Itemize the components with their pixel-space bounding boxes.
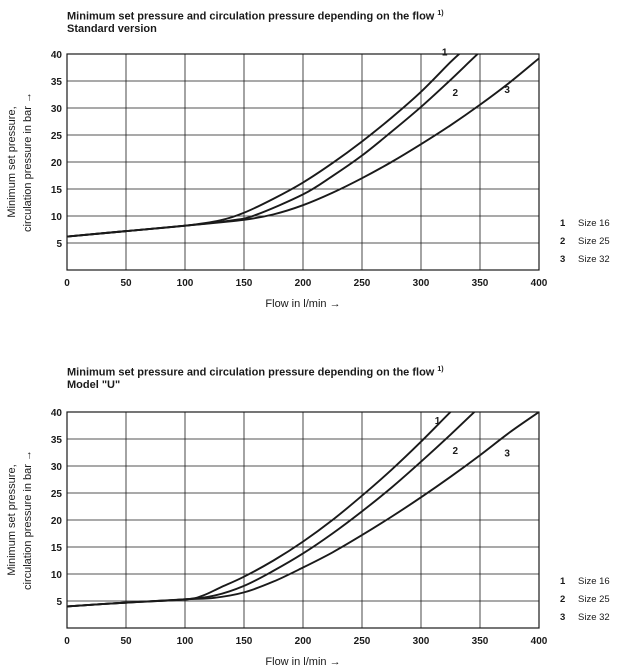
x-tick-label: 350 [472, 636, 489, 647]
y-tick-label: 35 [51, 435, 63, 446]
x-tick-label: 100 [177, 278, 194, 289]
x-tick-label: 150 [236, 278, 253, 289]
x-tick-label: 250 [354, 636, 371, 647]
curve-label: 3 [504, 449, 510, 460]
legend-number: 1 [560, 218, 566, 229]
chart-title-text: Minimum set pressure and circulation pre… [67, 10, 435, 23]
chart-panel-standard: Minimum set pressure and circulation pre… [0, 0, 628, 335]
y-tick-label: 35 [51, 77, 63, 88]
legend-item: 3 Size 32 [560, 609, 610, 627]
chart-title-text: Minimum set pressure and circulation pre… [67, 366, 435, 379]
y-tick-label: 20 [51, 158, 63, 169]
plot-frame [66, 53, 540, 271]
y-tick-label: 5 [56, 239, 62, 250]
legend-label: Size 32 [578, 254, 610, 265]
x-tick-label: 400 [531, 636, 548, 647]
x-tick-label: 200 [295, 636, 312, 647]
legend-item: 3 Size 32 [560, 251, 610, 269]
series-line-3 [67, 57, 539, 238]
chart-title: Minimum set pressure and circulation pre… [67, 6, 444, 25]
curve-label: 1 [442, 47, 448, 58]
legend-label: Size 16 [578, 576, 610, 587]
x-tick-label: 150 [236, 636, 253, 647]
series-line-2 [67, 412, 476, 608]
y-tick-label: 25 [51, 131, 63, 142]
x-tick-label: 400 [531, 278, 548, 289]
chart-subtitle: Model "U" [67, 379, 121, 391]
legend-item: 1 Size 16 [560, 215, 610, 233]
x-tick-label: 200 [295, 278, 312, 289]
legend-number: 3 [560, 612, 566, 623]
x-tick-label: 50 [120, 636, 132, 647]
y-tick-label: 40 [51, 50, 63, 61]
legend-label: Size 32 [578, 612, 610, 623]
legend-standard: 1 Size 16 2 Size 25 3 Size 32 [560, 215, 610, 269]
y-axis-label-line1: Minimum set pressure, [6, 464, 18, 575]
legend-item: 2 Size 25 [560, 591, 610, 609]
chart-panel-model-u: Minimum set pressure and circulation pre… [0, 356, 628, 671]
chart-title-footnote: 1) [437, 366, 444, 373]
legend-item: 1 Size 16 [560, 573, 610, 591]
x-tick-label: 0 [64, 278, 70, 289]
legend-number: 2 [560, 594, 566, 605]
x-axis-label: Flow in l/min → [265, 656, 340, 668]
chart-svg-standard: 0 50 100 150 200 250 300 350 400 5 10 15 20 25 30 35 40 F… [6, 47, 548, 310]
y-tick-label: 30 [51, 104, 63, 115]
y-axis-label-line2: circulation pressure in bar → [22, 450, 34, 590]
y-tick-label: 30 [51, 462, 63, 473]
y-axis-label-line1: Minimum set pressure, [6, 106, 18, 217]
y-tick-label: 5 [56, 597, 62, 608]
y-axis-label-line2: circulation pressure in bar → [22, 92, 34, 232]
legend-number: 2 [560, 236, 566, 247]
series-line-3 [67, 412, 539, 608]
y-tick-label: 10 [51, 570, 63, 581]
curve-label: 3 [504, 85, 510, 96]
curve-label: 2 [452, 88, 458, 99]
y-tick-label: 15 [51, 543, 63, 554]
y-tick-label: 15 [51, 185, 63, 196]
x-tick-label: 0 [64, 636, 70, 647]
x-axis-label: Flow in l/min → [265, 298, 340, 310]
legend-label: Size 25 [578, 594, 610, 605]
x-tick-label: 300 [413, 278, 430, 289]
legend-model-u: 1 Size 16 2 Size 25 3 Size 32 [560, 573, 610, 627]
legend-number: 1 [560, 576, 566, 587]
x-tick-label: 300 [413, 636, 430, 647]
x-tick-label: 100 [177, 636, 194, 647]
y-tick-label: 25 [51, 489, 63, 500]
chart-svg-model-u: 0 50 100 150 200 250 300 350 400 5 10 15 20 25 30 35 40 F… [6, 408, 548, 668]
chart-title-footnote: 1) [437, 10, 444, 17]
x-tick-label: 350 [472, 278, 489, 289]
legend-number: 3 [560, 254, 566, 265]
y-tick-label: 40 [51, 408, 63, 419]
curve-label: 1 [435, 416, 441, 427]
chart-title: Minimum set pressure and circulation pre… [67, 362, 444, 381]
y-tick-label: 20 [51, 516, 63, 527]
chart-subtitle: Standard version [67, 23, 157, 35]
legend-item: 2 Size 25 [560, 233, 610, 251]
curve-label: 2 [452, 446, 458, 457]
legend-label: Size 16 [578, 218, 610, 229]
plot-frame [66, 411, 540, 629]
y-tick-label: 10 [51, 212, 63, 223]
x-tick-label: 250 [354, 278, 371, 289]
legend-label: Size 25 [578, 236, 610, 247]
x-tick-label: 50 [120, 278, 132, 289]
